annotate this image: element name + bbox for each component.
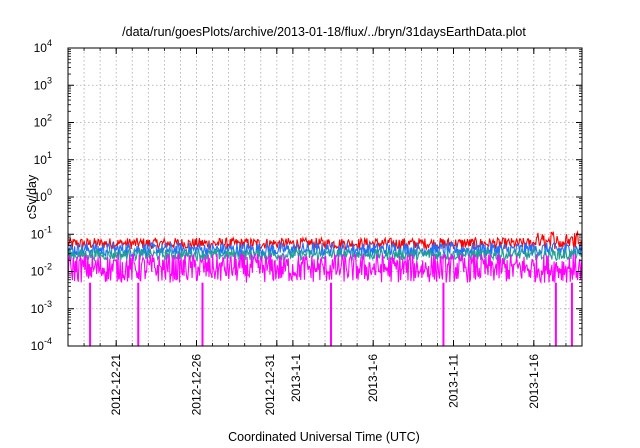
- y-tick-label: 103: [34, 75, 52, 92]
- y-tick-label: 100: [34, 187, 52, 204]
- y-axis: 10-4 10-3 10-2 10-1 100 101 102 103 104: [31, 38, 582, 353]
- y-tick-label: 10-1: [31, 224, 52, 241]
- y-tick-label: 101: [34, 150, 52, 167]
- x-tick-label: 2013-1-6: [366, 354, 380, 402]
- x-tick-label: 2013-1-16: [527, 354, 541, 409]
- x-axis-label: Coordinated Universal Time (UTC): [228, 430, 420, 444]
- y-tick-label: 10-3: [31, 299, 52, 316]
- series-layer: [67, 230, 583, 346]
- y-tick-label: 10-2: [31, 262, 52, 279]
- y-tick-label: 10-4: [31, 336, 52, 353]
- x-axis: 2012-12-21 2012-12-26 2012-12-31 2013-1-1 20…: [83, 48, 567, 416]
- x-tick-label: 2013-1-1: [289, 354, 303, 402]
- y-tick-label: 104: [34, 38, 52, 55]
- chart-title: /data/run/goesPlots/archive/2013-01-18/f…: [122, 25, 526, 39]
- y-axis-label: cSv/day: [25, 174, 39, 219]
- x-tick-label: 2012-12-31: [263, 354, 277, 416]
- grid: [68, 48, 582, 346]
- series-line-0: [67, 230, 583, 251]
- x-tick-label: 2013-1-11: [447, 354, 461, 408]
- y-tick-label: 102: [34, 113, 52, 130]
- series-line-3: [67, 252, 583, 285]
- x-tick-label: 2012-12-26: [190, 354, 204, 416]
- x-tick-label: 2012-12-21: [109, 354, 123, 416]
